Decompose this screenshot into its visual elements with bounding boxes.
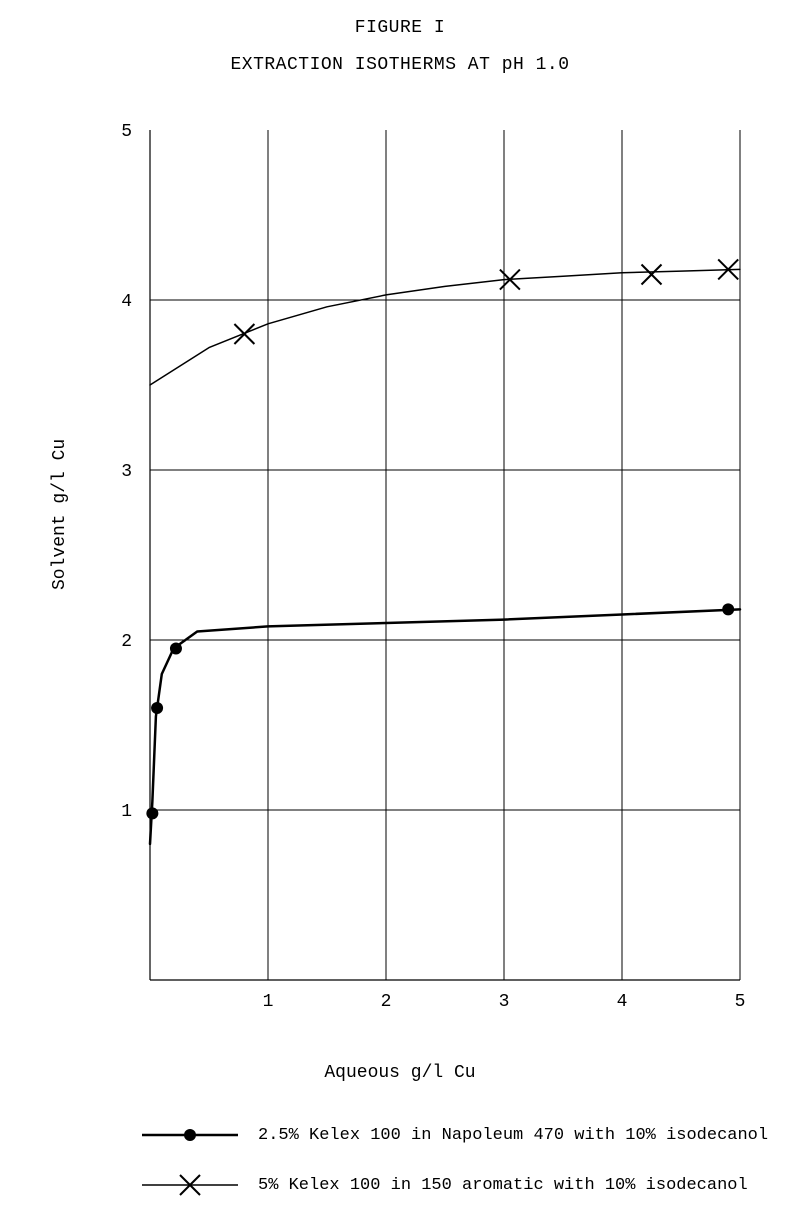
svg-text:2: 2 <box>121 632 132 652</box>
figure-subtitle: EXTRACTION ISOTHERMS AT pH 1.0 <box>0 55 800 75</box>
chart-svg: 1 2 3 4 5 1 2 3 4 5 <box>40 120 760 1040</box>
svg-text:2: 2 <box>381 992 392 1012</box>
svg-text:5: 5 <box>121 122 132 142</box>
legend-swatch-x <box>140 1170 240 1200</box>
svg-text:1: 1 <box>121 802 132 822</box>
svg-text:1: 1 <box>263 992 274 1012</box>
svg-text:4: 4 <box>121 292 132 312</box>
plot-area: 1 2 3 4 5 1 2 3 4 5 <box>40 120 760 1040</box>
legend-label: 5% Kelex 100 in 150 aromatic with 10% is… <box>258 1176 748 1195</box>
figure-title: FIGURE I <box>0 18 800 38</box>
svg-text:4: 4 <box>617 992 628 1012</box>
legend-item: 5% Kelex 100 in 150 aromatic with 10% is… <box>140 1160 780 1210</box>
legend-label: 2.5% Kelex 100 in Napoleum 470 with 10% … <box>258 1126 768 1145</box>
page: FIGURE I EXTRACTION ISOTHERMS AT pH 1.0 … <box>0 0 800 1231</box>
legend-item: 2.5% Kelex 100 in Napoleum 470 with 10% … <box>140 1110 780 1160</box>
x-axis-label: Aqueous g/l Cu <box>0 1063 800 1083</box>
legend-swatch-circle <box>140 1120 240 1150</box>
svg-text:5: 5 <box>735 992 746 1012</box>
svg-text:3: 3 <box>499 992 510 1012</box>
legend: 2.5% Kelex 100 in Napoleum 470 with 10% … <box>140 1110 780 1210</box>
svg-text:3: 3 <box>121 462 132 482</box>
